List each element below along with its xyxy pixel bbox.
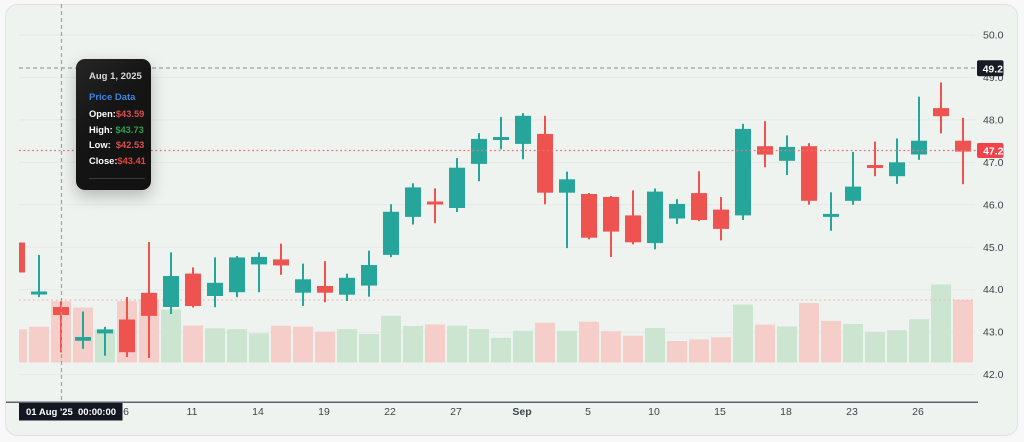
svg-text:44.0: 44.0	[983, 284, 1004, 296]
svg-text:00:00:00: 00:00:00	[78, 407, 116, 418]
svg-text:14: 14	[252, 406, 264, 418]
svg-text:26: 26	[912, 406, 924, 418]
svg-text:01 Aug '25: 01 Aug '25	[26, 407, 74, 418]
svg-text:47.2: 47.2	[983, 146, 1004, 158]
svg-text:Sep: Sep	[512, 406, 531, 418]
svg-text:46.0: 46.0	[983, 199, 1004, 211]
svg-text:49.2: 49.2	[983, 63, 1004, 75]
svg-text:18: 18	[780, 406, 792, 418]
svg-text:19: 19	[318, 406, 330, 418]
svg-text:45.0: 45.0	[983, 242, 1004, 254]
svg-text:48.0: 48.0	[983, 114, 1004, 126]
svg-text:22: 22	[384, 406, 396, 418]
svg-text:42.0: 42.0	[983, 369, 1004, 381]
svg-text:27: 27	[450, 406, 462, 418]
svg-text:50.0: 50.0	[983, 30, 1004, 42]
svg-text:43.0: 43.0	[983, 327, 1004, 339]
svg-text:11: 11	[187, 406, 198, 418]
svg-text:10: 10	[648, 406, 660, 418]
svg-text:15: 15	[714, 406, 726, 418]
svg-text:6: 6	[123, 406, 129, 418]
svg-text:47.0: 47.0	[983, 157, 1004, 169]
svg-text:23: 23	[846, 406, 858, 418]
svg-text:5: 5	[585, 406, 591, 418]
